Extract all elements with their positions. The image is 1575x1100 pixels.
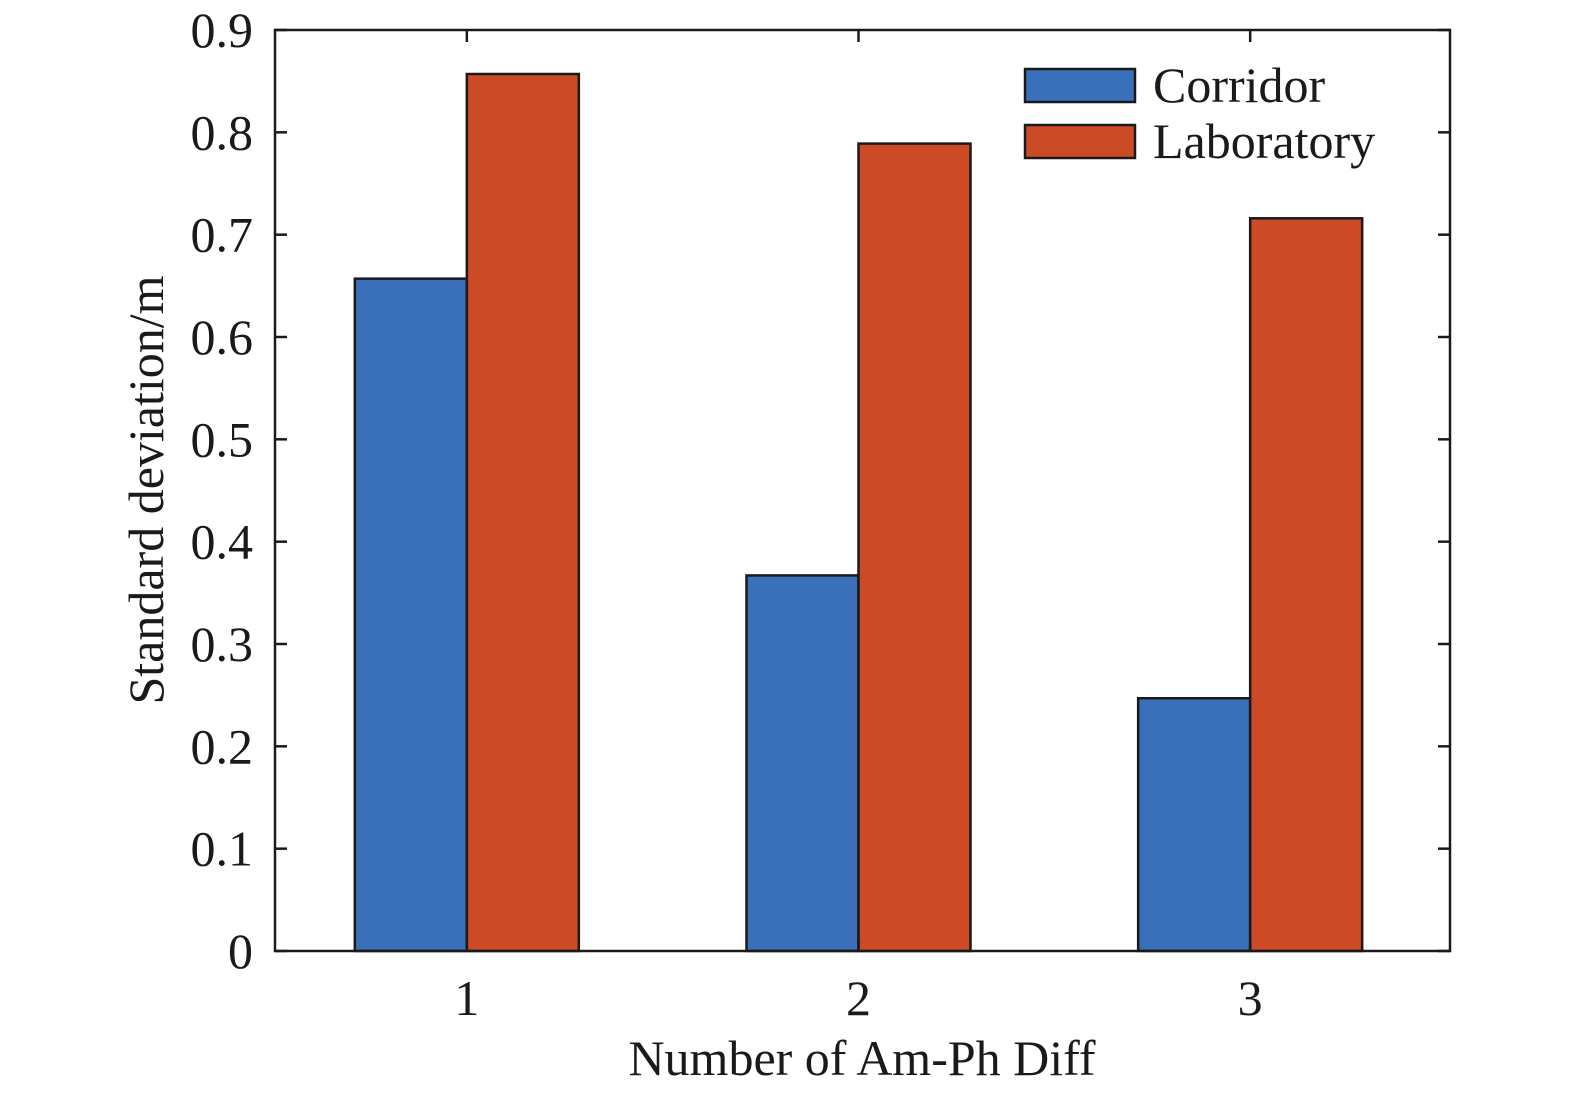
y-tick-label: 0.8 [191, 104, 254, 160]
legend-label-corridor: Corridor [1153, 57, 1326, 113]
x-tick-label: 3 [1238, 970, 1263, 1026]
bar-laboratory-1 [465, 72, 581, 953]
x-tick-label: 2 [846, 970, 871, 1026]
y-tick-label: 0.7 [191, 207, 254, 263]
y-tick-label: 0 [228, 923, 253, 979]
bar-laboratory-3 [1248, 217, 1364, 953]
y-tick-label: 0.2 [191, 718, 254, 774]
y-tick-label: 0.5 [191, 411, 254, 467]
y-tick-label: 0.9 [191, 2, 254, 58]
bar-corridor-1 [353, 277, 469, 953]
y-axis: 0 0.1 0.2 0.3 0.4 0.5 0.6 0.7 0.8 0.9 [191, 2, 1450, 979]
x-axis: 1 2 3 [454, 30, 1263, 1026]
plot-area-frame [273, 28, 1452, 953]
y-tick-label: 0.1 [191, 821, 254, 877]
bar-corridor-3 [1136, 696, 1252, 953]
y-tick-label: 0.4 [191, 514, 254, 570]
legend-swatch-laboratory [1023, 123, 1137, 160]
y-tick-label: 0.3 [191, 616, 254, 672]
legend-swatch-corridor [1023, 67, 1137, 104]
x-tick-label: 1 [454, 970, 479, 1026]
x-axis-label: Number of Am-Ph Diff [628, 1030, 1095, 1086]
legend-label-laboratory: Laboratory [1153, 113, 1375, 169]
y-axis-label: Standard deviation/m [118, 275, 174, 704]
bar-laboratory-2 [857, 142, 972, 953]
bar-corridor-2 [745, 574, 860, 953]
y-tick-label: 0.6 [191, 309, 254, 365]
bars-group [353, 72, 1364, 953]
